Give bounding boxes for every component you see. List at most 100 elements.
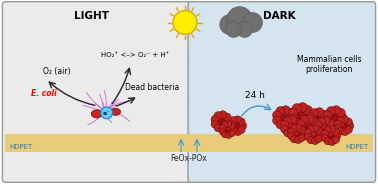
Text: HDPET: HDPET <box>345 144 369 150</box>
Circle shape <box>336 108 345 117</box>
Circle shape <box>332 121 341 130</box>
Circle shape <box>219 125 227 133</box>
Circle shape <box>288 130 296 138</box>
Circle shape <box>299 134 306 141</box>
Circle shape <box>211 115 219 123</box>
Circle shape <box>280 125 288 133</box>
Circle shape <box>296 125 305 134</box>
Circle shape <box>294 123 302 131</box>
Circle shape <box>310 109 318 117</box>
Circle shape <box>321 130 328 137</box>
Circle shape <box>304 133 311 140</box>
Circle shape <box>211 120 219 128</box>
Circle shape <box>336 118 345 127</box>
Circle shape <box>229 123 235 129</box>
Circle shape <box>298 119 307 129</box>
Text: Dead bacteria: Dead bacteria <box>125 83 180 92</box>
Circle shape <box>328 126 336 133</box>
Circle shape <box>303 106 313 115</box>
Circle shape <box>212 112 232 132</box>
Circle shape <box>320 121 328 129</box>
Circle shape <box>300 130 307 137</box>
Circle shape <box>315 127 322 134</box>
Circle shape <box>173 11 197 34</box>
Circle shape <box>223 113 231 121</box>
Circle shape <box>317 131 324 138</box>
Circle shape <box>296 120 305 128</box>
Circle shape <box>328 124 336 132</box>
Circle shape <box>332 136 339 143</box>
Circle shape <box>347 122 354 129</box>
Circle shape <box>281 117 301 137</box>
Circle shape <box>306 118 315 127</box>
Circle shape <box>341 128 349 136</box>
Circle shape <box>226 22 242 37</box>
Circle shape <box>314 121 322 129</box>
Circle shape <box>305 130 314 139</box>
Circle shape <box>322 127 340 145</box>
Circle shape <box>293 118 301 126</box>
Ellipse shape <box>91 110 102 118</box>
Circle shape <box>234 116 241 123</box>
Circle shape <box>284 129 291 137</box>
Circle shape <box>288 114 296 122</box>
Circle shape <box>295 124 302 131</box>
Circle shape <box>276 120 285 129</box>
Circle shape <box>243 13 262 32</box>
Ellipse shape <box>111 108 121 115</box>
Circle shape <box>311 137 319 145</box>
Text: DARK: DARK <box>263 11 296 21</box>
Text: HO₂⁺ <–> O₂⁻ + H⁺: HO₂⁺ <–> O₂⁻ + H⁺ <box>101 52 169 58</box>
Circle shape <box>280 120 288 128</box>
Text: FeOx-POx: FeOx-POx <box>170 153 208 162</box>
Circle shape <box>284 117 291 125</box>
Circle shape <box>298 103 307 112</box>
Circle shape <box>310 128 319 136</box>
Circle shape <box>320 110 328 119</box>
Circle shape <box>303 117 313 126</box>
Circle shape <box>281 106 290 114</box>
Circle shape <box>219 128 226 135</box>
Circle shape <box>332 106 341 114</box>
Circle shape <box>338 114 347 122</box>
Circle shape <box>322 131 330 139</box>
Circle shape <box>310 122 318 131</box>
Circle shape <box>327 119 335 127</box>
Circle shape <box>306 113 315 121</box>
Circle shape <box>334 124 341 132</box>
Circle shape <box>237 22 253 37</box>
FancyBboxPatch shape <box>2 2 190 182</box>
Circle shape <box>273 116 281 125</box>
Circle shape <box>214 112 222 120</box>
Circle shape <box>293 127 301 135</box>
FancyBboxPatch shape <box>188 2 376 182</box>
Circle shape <box>318 118 325 125</box>
Circle shape <box>292 104 302 113</box>
Circle shape <box>290 125 297 132</box>
Circle shape <box>227 120 234 127</box>
Circle shape <box>226 121 232 127</box>
Circle shape <box>307 125 314 133</box>
Circle shape <box>305 111 314 121</box>
Circle shape <box>220 15 240 34</box>
Circle shape <box>288 132 295 139</box>
Circle shape <box>328 138 336 146</box>
Circle shape <box>226 132 232 139</box>
Circle shape <box>288 125 306 143</box>
Circle shape <box>230 117 237 124</box>
Circle shape <box>281 121 290 130</box>
Circle shape <box>300 116 308 124</box>
Circle shape <box>315 118 335 138</box>
Circle shape <box>341 116 349 123</box>
Circle shape <box>238 118 245 125</box>
Text: e⁻: e⁻ <box>103 111 110 116</box>
Circle shape <box>227 7 253 32</box>
Circle shape <box>337 117 344 124</box>
Bar <box>5 134 373 152</box>
Circle shape <box>230 127 237 133</box>
Circle shape <box>238 126 245 133</box>
Circle shape <box>307 109 329 131</box>
Circle shape <box>299 126 306 133</box>
Circle shape <box>290 136 297 143</box>
Circle shape <box>327 120 335 129</box>
